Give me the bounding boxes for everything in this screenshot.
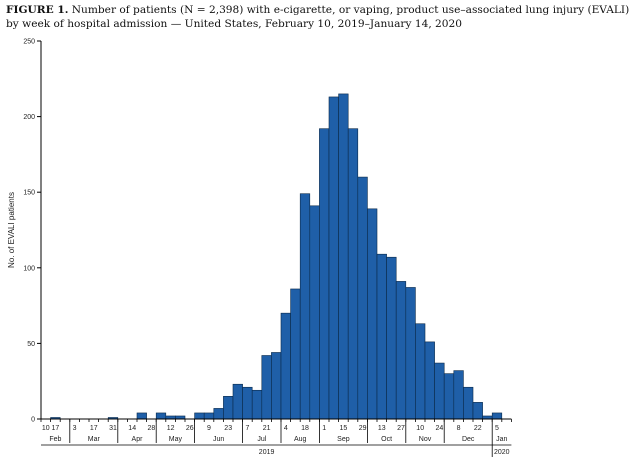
bar xyxy=(309,205,320,420)
x-tick-label: 13 xyxy=(378,425,386,432)
year-label: 2019 xyxy=(259,449,275,456)
y-axis-label: No. of EVALI patients xyxy=(7,192,16,268)
bar xyxy=(443,373,455,420)
bar xyxy=(415,323,426,420)
x-tick-label: 22 xyxy=(474,425,482,432)
x-tick-label: 28 xyxy=(148,425,156,432)
bar xyxy=(405,287,416,420)
y-tick-label: 0 xyxy=(31,417,35,424)
y-tick-label: 100 xyxy=(23,265,35,272)
x-tick-label: 7 xyxy=(245,425,249,432)
bar xyxy=(376,253,387,420)
month-label: Sep xyxy=(337,436,350,443)
bar xyxy=(395,281,407,420)
bar xyxy=(491,412,503,420)
bar xyxy=(357,176,368,420)
x-tick-label: 15 xyxy=(340,425,348,432)
x-tick-label: 10 xyxy=(42,425,50,432)
bar xyxy=(280,312,291,420)
month-label: Apr xyxy=(132,436,144,443)
bar xyxy=(463,386,474,420)
bar xyxy=(136,412,147,420)
x-tick-label: 14 xyxy=(128,425,136,432)
x-tick-label: 23 xyxy=(224,425,232,432)
bar xyxy=(213,408,224,420)
bar xyxy=(261,355,272,420)
x-tick-label: 5 xyxy=(495,425,499,432)
bar xyxy=(242,386,253,420)
month-label: May xyxy=(169,436,183,443)
bar xyxy=(319,128,330,420)
bar xyxy=(223,396,234,420)
month-label: Nov xyxy=(419,436,432,443)
x-tick-label: 29 xyxy=(359,425,367,432)
x-tick-label: 26 xyxy=(186,425,194,432)
x-tick-label: 8 xyxy=(457,425,461,432)
bar xyxy=(367,208,378,420)
figure-title-text: Number of patients (N = 2,398) with e-ci… xyxy=(6,4,630,30)
bar xyxy=(453,370,464,420)
month-label: Jul xyxy=(257,436,266,443)
x-tick-label: 10 xyxy=(416,425,424,432)
month-label: Aug xyxy=(294,436,307,443)
bar xyxy=(424,341,435,420)
x-tick-label: 9 xyxy=(207,425,211,432)
x-tick-label: 27 xyxy=(397,425,405,432)
x-axis: 10 17 3 17 31 14 28 12 26 9 23 7 21 4 18 1 15 29 13 27 10 24 8… xyxy=(40,418,512,457)
month-label: Jan xyxy=(496,436,507,443)
y-tick-label: 250 xyxy=(23,39,35,46)
bar xyxy=(347,128,359,420)
bars-group xyxy=(50,93,503,420)
bar xyxy=(328,96,339,420)
x-tick-label: 21 xyxy=(263,425,271,432)
x-tick-label: 12 xyxy=(167,425,175,432)
x-tick-label: 4 xyxy=(284,425,288,432)
figure-title: FIGURE 1. Number of patients (N = 2,398)… xyxy=(6,3,634,31)
bar xyxy=(232,383,243,420)
x-tick-label: 17 xyxy=(52,425,60,432)
y-tick-label: 50 xyxy=(27,341,35,348)
y-axis: 0 50 100 150 200 250 xyxy=(23,39,42,424)
bar xyxy=(386,256,397,420)
bar xyxy=(155,412,167,420)
bar xyxy=(203,412,215,420)
x-tick-label: 17 xyxy=(90,425,98,432)
month-label: Mar xyxy=(88,436,101,443)
x-tick-label: 1 xyxy=(322,425,326,432)
x-tick-label: 24 xyxy=(436,425,444,432)
month-label: Oct xyxy=(381,436,392,443)
x-tick-label: 31 xyxy=(109,425,117,432)
figure-label: FIGURE 1. xyxy=(6,4,69,16)
bar xyxy=(434,362,445,420)
bar xyxy=(338,93,349,420)
month-label: Dec xyxy=(462,436,475,443)
bar xyxy=(472,402,483,420)
bar xyxy=(299,193,311,420)
x-tick-label: 18 xyxy=(301,425,309,432)
y-tick-label: 200 xyxy=(23,114,35,121)
year-label: 2020 xyxy=(494,449,510,456)
bar xyxy=(251,389,263,420)
bar xyxy=(290,288,301,420)
bar xyxy=(194,412,205,420)
x-tick-label: 3 xyxy=(73,425,77,432)
y-tick-label: 150 xyxy=(23,190,35,197)
bar xyxy=(271,352,282,420)
month-label: Jun xyxy=(213,436,224,443)
month-label: Feb xyxy=(49,436,61,443)
